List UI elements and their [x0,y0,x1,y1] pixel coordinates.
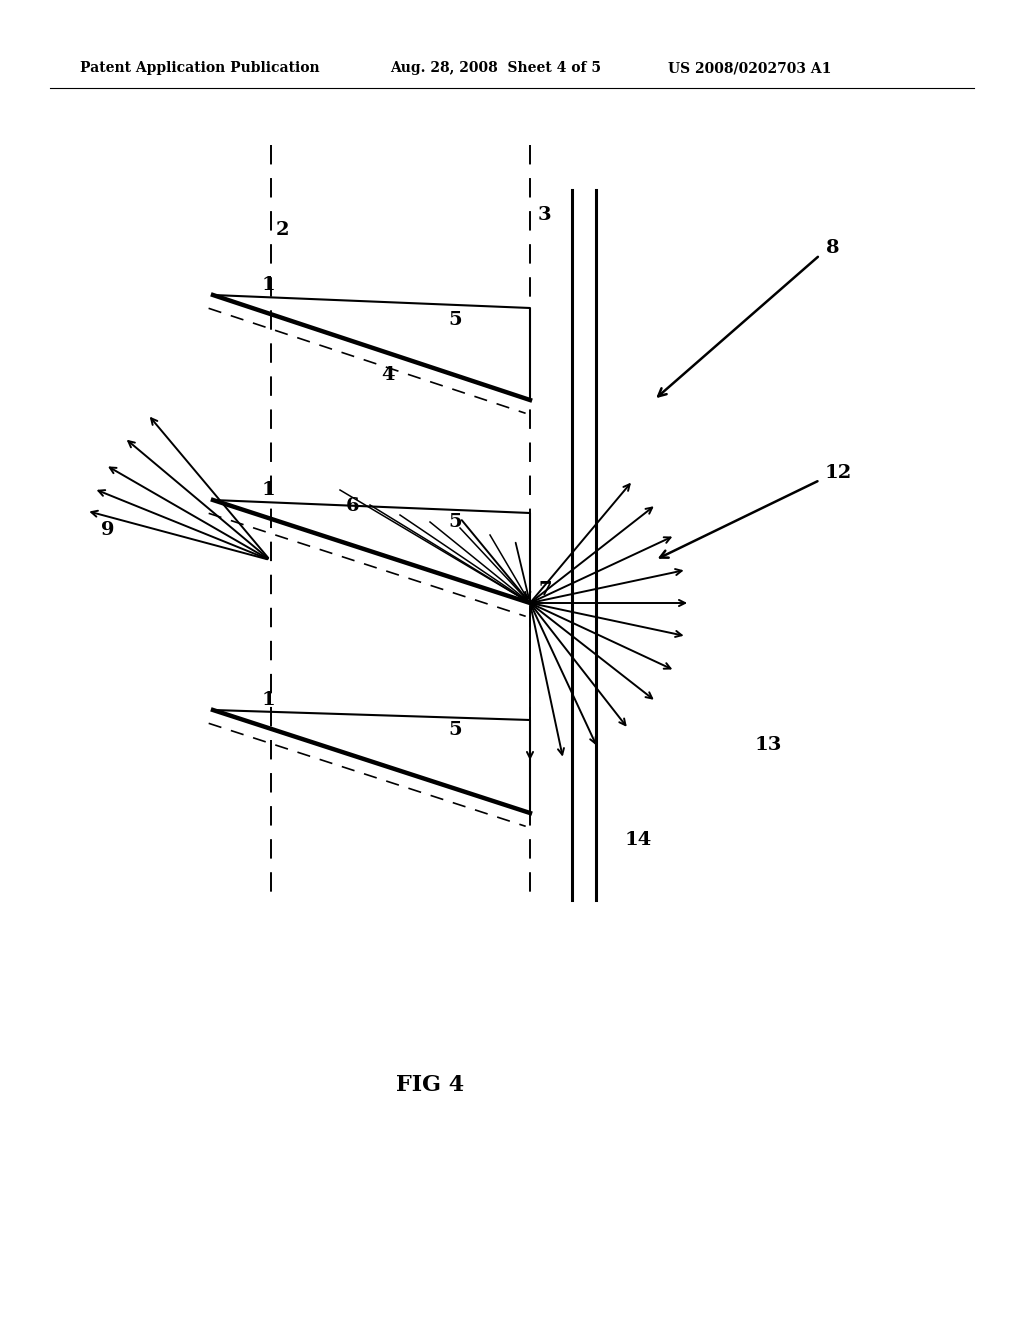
Text: 2: 2 [276,220,290,239]
Text: 7: 7 [539,581,552,599]
Text: 5: 5 [449,312,462,329]
Text: US 2008/0202703 A1: US 2008/0202703 A1 [668,61,831,75]
Text: 12: 12 [825,465,852,482]
Text: 3: 3 [538,206,552,224]
Text: FIG 4: FIG 4 [396,1074,464,1096]
Text: 4: 4 [381,366,394,384]
Text: 1: 1 [261,690,274,709]
Text: Patent Application Publication: Patent Application Publication [80,61,319,75]
Text: 6: 6 [346,498,359,515]
Text: 9: 9 [101,521,115,539]
Text: 1: 1 [261,276,274,294]
Text: 5: 5 [449,513,462,531]
Text: 13: 13 [755,737,782,754]
Text: 1: 1 [261,480,274,499]
Text: Aug. 28, 2008  Sheet 4 of 5: Aug. 28, 2008 Sheet 4 of 5 [390,61,601,75]
Text: 8: 8 [826,239,840,257]
Text: 5: 5 [449,721,462,739]
Text: 14: 14 [625,832,652,849]
